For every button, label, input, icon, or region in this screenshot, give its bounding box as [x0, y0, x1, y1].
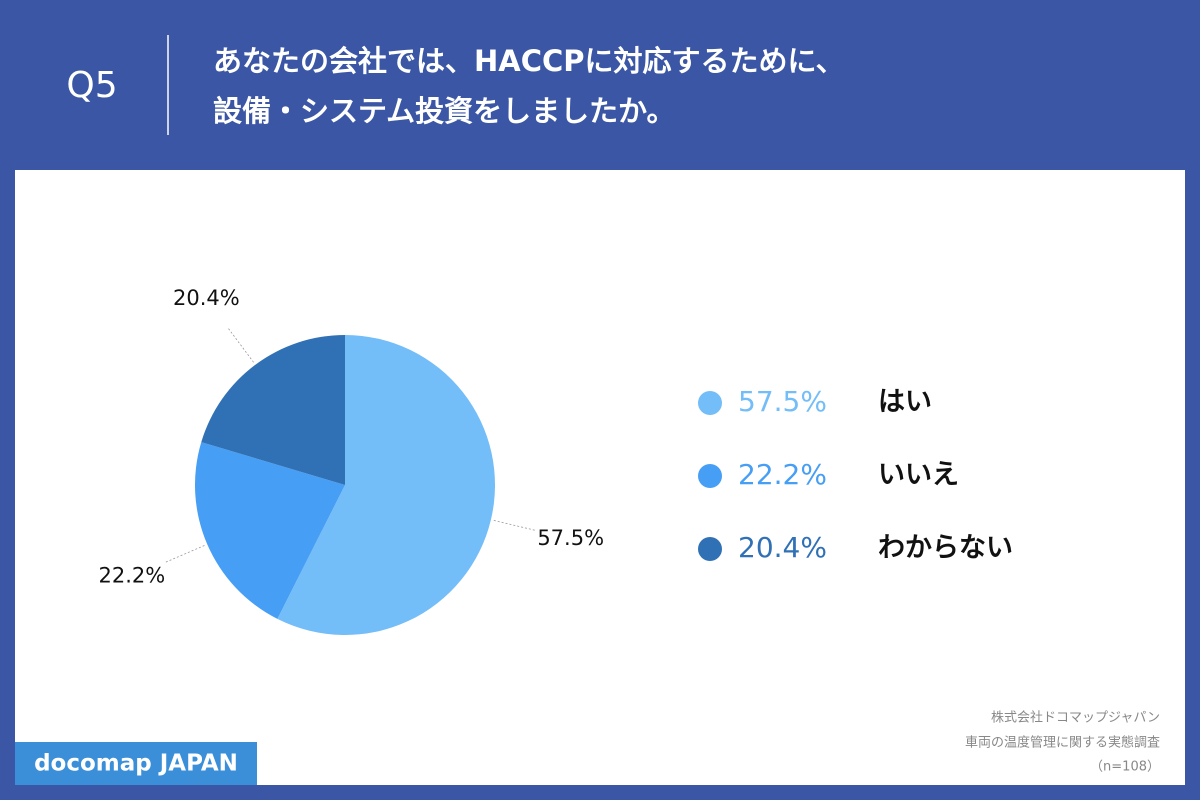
- pie-slice: [194, 442, 345, 619]
- legend-value: 22.2%: [738, 458, 827, 491]
- title-line: あなたの会社では、HACCPに対応するために、: [213, 44, 845, 78]
- question-number: Q5: [66, 65, 117, 106]
- panel: [15, 170, 1185, 785]
- legend-marker: [698, 391, 722, 415]
- legend-value: 20.4%: [738, 531, 827, 564]
- legend-label: はい: [878, 387, 932, 418]
- leader-line: [228, 328, 254, 363]
- source-line: 株式会社ドコマップジャパン: [991, 710, 1160, 726]
- pie-slice: [201, 335, 345, 485]
- leader-line: [165, 545, 205, 563]
- legend-label: わからない: [878, 533, 1013, 564]
- source-line: （n=108）: [1090, 760, 1160, 775]
- pie-slice: [277, 335, 495, 635]
- brand: docomap JAPAN: [34, 751, 238, 777]
- data-label: 57.5%: [537, 526, 604, 550]
- leader-line: [493, 520, 535, 531]
- legend-marker: [698, 537, 722, 561]
- source-line: 車両の温度管理に関する実態調査: [965, 735, 1160, 751]
- pie-chart: 57.5% 57.5% はい 22.2% 22.2% いいえ 20.4% 20.4% わからない: [99, 286, 1013, 635]
- data-label: 22.2%: [99, 564, 166, 588]
- title-line: 設備・システム投資をしましたか。: [213, 94, 676, 128]
- legend-value: 57.5%: [738, 385, 827, 418]
- data-label: 20.4%: [173, 286, 240, 310]
- legend-label: いいえ: [878, 460, 959, 491]
- legend-marker: [698, 464, 722, 488]
- brand-box: [15, 742, 257, 785]
